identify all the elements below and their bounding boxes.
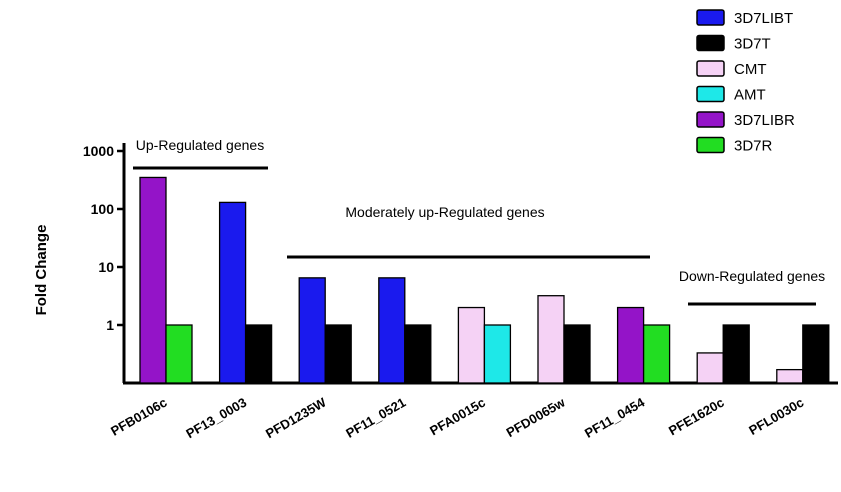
bar-PFD0065w-3D7T [563,324,591,384]
legend-label: 3D7T [734,36,771,53]
legend-swatch [696,111,725,128]
legend-label: AMT [734,87,766,104]
bar-PFE1620c-3D7T [722,324,750,384]
y-tick-label: 1 [106,317,114,333]
bar-PFE1620c-CMT [696,352,724,384]
bar-PFD1235W-3D7LIBT [298,277,326,384]
bar-PFA0015c-AMT [483,324,512,384]
x-tick-label: PFE1620c [666,395,727,439]
x-tick-label: PF11_0521 [343,395,408,441]
legend-label: 3D7R [734,138,773,155]
bar-PFA0015c-CMT [457,306,486,384]
bar-PFD1235W-3D7T [324,324,352,384]
bar-PFL0030c-CMT [776,368,804,384]
x-tick-label: PFL0030c [746,395,806,438]
annotation-label: Down-Regulated genes [679,268,825,284]
x-tick-label: PF13_0003 [183,395,249,442]
legend-swatch [696,34,725,52]
bar-PFL0030c-3D7T [802,324,830,384]
annotation-label: Up-Regulated genes [136,137,264,153]
bar-PF11_0454-3D7R [642,324,671,384]
bar-PF11_0521-3D7T [404,324,432,384]
bar-PF13_0003-3D7T [244,324,273,384]
legend-swatch [696,85,725,103]
bar-PF13_0003-3D7LIBT [218,201,247,384]
y-tick-label: 100 [91,201,115,217]
legend-swatch [696,136,725,154]
legend-label: 3D7LIBR [734,112,795,129]
legend-swatch [696,60,725,77]
x-tick-label: PFB0106c [108,395,169,439]
bar-PFD0065w-CMT [537,295,565,384]
x-tick-labels: PFB0106c PF13_0003 PFD1235W PF11_0521 PFA001… [108,394,806,441]
legend: 3D7LIBT 3D7T CMT AMT 3D7LIBR 3D7R [696,9,795,155]
bars [139,176,830,384]
legend-label: CMT [734,61,767,78]
legend-swatch [696,9,725,26]
annotations: Up-Regulated genes Moderately up-Regulate… [133,137,825,306]
y-axis-label: Fold Change [33,225,50,316]
x-tick-label: PFD1235W [263,394,329,441]
bar-PFB0106c-3D7R [165,324,193,384]
x-tick-label: PFD0065w [504,394,569,440]
legend-label: 3D7LIBT [734,10,793,27]
bar-PFB0106c-3D7LIBR [139,176,167,384]
x-tick-label: PF11_0454 [582,394,648,441]
y-tick-label: 10 [98,259,114,275]
x-tick-label: PFA0015c [427,395,488,439]
annotation-label: Moderately up-Regulated genes [345,204,544,220]
y-tick-label: 1000 [83,143,114,159]
bar-PF11_0521-3D7LIBT [378,277,406,384]
bar-PF11_0454-3D7LIBR [616,306,645,384]
